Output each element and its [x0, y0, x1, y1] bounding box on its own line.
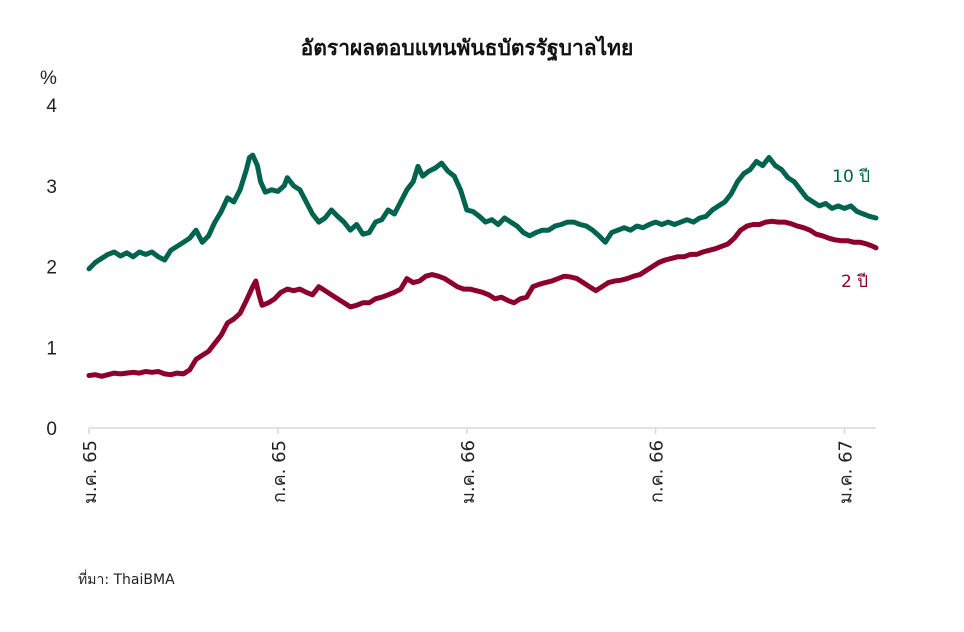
x-tick-label: ก.ค. 65 [269, 440, 290, 503]
series-lines [86, 152, 879, 379]
series-label-2y: 2 ปี [841, 272, 868, 292]
series-label-10y: 10 ปี [832, 167, 870, 187]
series-line-10y [86, 152, 879, 272]
x-tick-label: ม.ค. 67 [836, 440, 857, 504]
y-axis-unit: % [40, 68, 57, 89]
y-tick-label: 2 [46, 258, 57, 279]
y-tick-label: 3 [46, 177, 57, 198]
y-tick-label: 4 [46, 96, 57, 117]
y-tick-label: 0 [46, 419, 57, 440]
x-tick-label: ก.ค. 66 [647, 440, 668, 503]
source-note: ที่มา: ThaiBMA [78, 570, 175, 588]
chart-title: อัตราผลตอบแทนพันธบัตรรัฐบาลไทย [301, 35, 634, 62]
x-tick-label: ม.ค. 66 [458, 440, 479, 504]
x-axis-ticks: ม.ค. 65 ก.ค. 65 ม.ค. 66 ก.ค. 66 ม.ค. 67 [80, 428, 857, 504]
series-line-2y [86, 218, 879, 379]
x-tick-label: ม.ค. 65 [80, 440, 101, 504]
y-tick-label: 1 [46, 338, 57, 359]
y-axis-ticks: 0 1 2 3 4 [46, 96, 57, 440]
